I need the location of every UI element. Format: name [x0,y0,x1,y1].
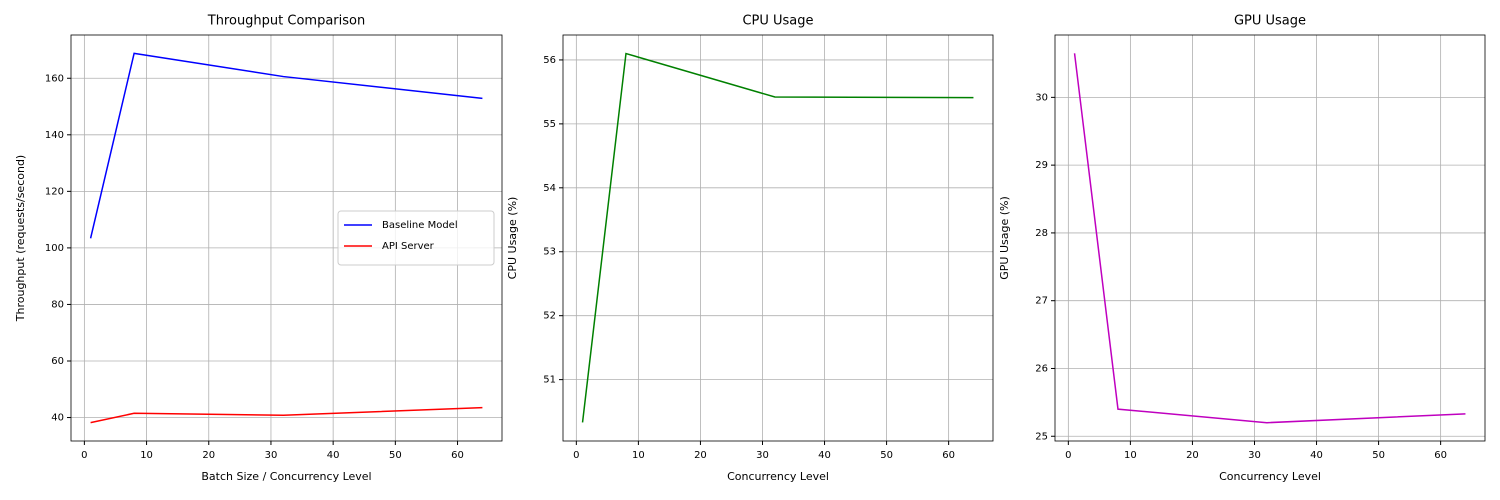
y-tick-label: 51 [543,375,556,386]
legend-box [337,210,495,266]
x-tick-label: 30 [756,450,769,461]
x-tick-label: 0 [573,450,579,461]
x-tick-label: 20 [1186,450,1199,461]
y-tick-label: 80 [51,299,64,310]
line [89,52,483,239]
y-tick-label: 53 [543,247,556,258]
axes-frame [1054,34,1486,442]
y-tick-label: 29 [1035,160,1048,171]
y-axis-label: Throughput (requests/second) [14,155,27,322]
y-tick-label: 160 [45,73,64,84]
x-tick-label: 40 [327,450,340,461]
y-tick-label: 60 [51,356,64,367]
x-tick-label: 60 [451,450,464,461]
x-tick-label: 30 [265,450,278,461]
x-tick-label: 10 [1124,450,1137,461]
x-tick-label: 0 [1065,450,1071,461]
line [90,406,483,424]
x-tick-label: 40 [1310,450,1323,461]
x-tick-label: 50 [389,450,402,461]
y-tick-label: 28 [1035,228,1048,239]
line [581,52,974,423]
y-tick-label: 27 [1035,296,1048,307]
y-tick-label: 140 [45,130,64,141]
y-tick-label: 100 [45,243,64,254]
x-tick-label: 40 [818,450,831,461]
x-tick-label: 60 [1434,450,1447,461]
legend-label: API Server [382,241,435,252]
x-tick-label: 0 [81,450,87,461]
x-tick-label: 50 [1372,450,1385,461]
x-axis-label: Concurrency Level [1219,470,1321,483]
x-axis-label: Concurrency Level [727,470,829,483]
chart-title: GPU Usage [1234,14,1306,29]
x-tick-label: 30 [1248,450,1261,461]
y-tick-label: 25 [1035,431,1048,442]
y-tick-label: 55 [543,119,556,130]
chart-title: CPU Usage [742,14,813,29]
axes-frame [562,34,994,442]
axes-frame [70,34,503,442]
x-tick-label: 10 [632,450,645,461]
y-tick-label: 40 [51,413,64,424]
chart-title: Throughput Comparison [207,14,365,29]
line [1073,53,1466,424]
y-axis-label: GPU Usage (%) [998,196,1011,280]
x-tick-label: 10 [140,450,153,461]
y-tick-label: 54 [543,183,556,194]
y-tick-label: 120 [45,186,64,197]
y-axis-label: CPU Usage (%) [506,197,519,280]
legend: Baseline Model API Server [337,210,495,266]
x-tick-label: 20 [694,450,707,461]
y-tick-label: 26 [1035,363,1048,374]
legend-label: Baseline Model [382,220,458,231]
x-tick-label: 50 [880,450,893,461]
x-axis-label: Batch Size / Concurrency Level [201,470,371,483]
y-tick-label: 30 [1035,92,1048,103]
x-tick-label: 20 [202,450,215,461]
y-tick-label: 56 [543,55,556,66]
x-tick-label: 60 [942,450,955,461]
y-tick-label: 52 [543,311,556,322]
